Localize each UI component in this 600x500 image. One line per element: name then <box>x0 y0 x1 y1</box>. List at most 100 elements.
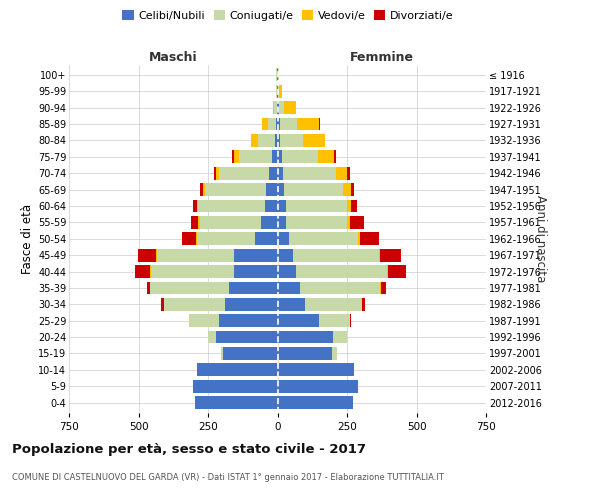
Bar <box>251 134 258 147</box>
Bar <box>334 150 336 163</box>
Bar <box>262 118 268 130</box>
Bar <box>277 330 333 344</box>
Bar <box>277 314 319 327</box>
Bar <box>274 101 277 114</box>
Bar <box>277 396 353 409</box>
Bar <box>277 167 283 179</box>
Bar <box>333 330 347 344</box>
Bar <box>277 232 289 245</box>
Bar <box>217 167 219 179</box>
Text: Maschi: Maschi <box>149 51 197 64</box>
Bar <box>157 248 235 262</box>
Bar <box>197 200 198 212</box>
Bar <box>277 380 358 392</box>
Bar <box>277 216 286 229</box>
Bar <box>164 298 224 310</box>
Bar <box>278 85 280 98</box>
Bar <box>182 232 196 245</box>
Bar <box>219 167 269 179</box>
Bar <box>258 134 275 147</box>
Bar <box>232 150 235 163</box>
Bar <box>161 298 164 310</box>
Bar <box>279 101 284 114</box>
Bar <box>277 248 293 262</box>
Bar <box>277 118 280 130</box>
Bar <box>235 265 277 278</box>
Bar <box>193 200 197 212</box>
Bar <box>198 200 265 212</box>
Bar <box>224 298 277 310</box>
Text: Popolazione per età, sesso e stato civile - 2017: Popolazione per età, sesso e stato civil… <box>12 442 366 456</box>
Bar <box>336 167 347 179</box>
Bar <box>277 101 279 114</box>
Bar <box>380 248 401 262</box>
Bar <box>300 282 380 294</box>
Bar <box>305 298 362 310</box>
Y-axis label: Fasce di età: Fasce di età <box>20 204 34 274</box>
Bar <box>151 265 235 278</box>
Bar <box>289 232 358 245</box>
Bar <box>302 134 325 147</box>
Bar <box>277 265 296 278</box>
Bar <box>332 347 337 360</box>
Bar <box>351 200 357 212</box>
Bar <box>293 248 379 262</box>
Bar <box>217 330 277 344</box>
Bar <box>196 232 197 245</box>
Bar <box>276 85 277 98</box>
Y-axis label: Anni di nascita: Anni di nascita <box>534 195 547 282</box>
Bar <box>277 150 281 163</box>
Bar <box>284 183 343 196</box>
Bar <box>214 167 217 179</box>
Text: Femmine: Femmine <box>350 51 414 64</box>
Bar <box>388 265 406 278</box>
Bar <box>277 134 280 147</box>
Bar <box>350 216 364 229</box>
Bar <box>277 347 332 360</box>
Bar <box>273 101 274 114</box>
Bar <box>280 134 302 147</box>
Bar <box>200 216 261 229</box>
Bar <box>381 282 386 294</box>
Bar <box>221 347 223 360</box>
Bar <box>229 282 277 294</box>
Text: COMUNE DI CASTELNUOVO DEL GARDA (VR) - Dati ISTAT 1° gennaio 2017 - Elaborazione: COMUNE DI CASTELNUOVO DEL GARDA (VR) - D… <box>12 472 444 482</box>
Bar <box>200 183 203 196</box>
Bar <box>197 232 255 245</box>
Bar <box>235 150 239 163</box>
Bar <box>138 248 156 262</box>
Bar <box>362 298 365 310</box>
Bar <box>358 232 359 245</box>
Bar <box>347 216 350 229</box>
Bar <box>208 330 217 344</box>
Bar <box>280 118 297 130</box>
Bar <box>219 314 277 327</box>
Bar <box>319 314 350 327</box>
Bar <box>135 265 151 278</box>
Bar <box>239 150 272 163</box>
Bar <box>277 298 305 310</box>
Bar <box>379 248 380 262</box>
Bar <box>265 200 277 212</box>
Bar <box>266 183 277 196</box>
Bar <box>196 396 277 409</box>
Bar <box>147 282 149 294</box>
Bar <box>281 150 318 163</box>
Bar <box>318 150 334 163</box>
Bar <box>297 118 319 130</box>
Bar <box>255 232 277 245</box>
Bar <box>269 167 277 179</box>
Bar <box>277 282 300 294</box>
Bar <box>268 118 276 130</box>
Bar <box>280 85 282 98</box>
Bar <box>343 183 351 196</box>
Bar <box>188 314 219 327</box>
Bar <box>277 364 354 376</box>
Bar <box>276 118 277 130</box>
Bar <box>191 216 198 229</box>
Bar <box>149 282 229 294</box>
Bar <box>277 183 284 196</box>
Bar <box>223 347 277 360</box>
Legend: Celibi/Nubili, Coniugati/e, Vedovi/e, Divorziati/e: Celibi/Nubili, Coniugati/e, Vedovi/e, Di… <box>120 8 456 23</box>
Bar <box>286 216 347 229</box>
